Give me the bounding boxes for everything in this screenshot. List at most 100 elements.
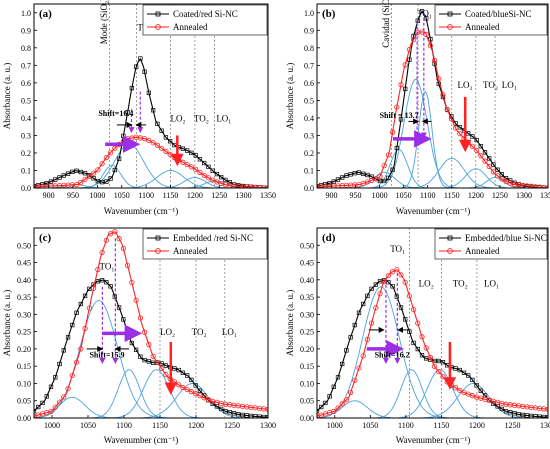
- y-axis-title: Absorbance (a. u.): [285, 290, 295, 356]
- data-point: [419, 8, 425, 14]
- y-tick-label: 0.00: [300, 414, 314, 423]
- x-tick-label: 1000: [44, 421, 60, 430]
- data-point: [180, 146, 186, 151]
- data-point: [486, 163, 492, 170]
- data-point: [377, 178, 383, 184]
- data-point: [82, 171, 88, 176]
- y-tick-label: 0.6: [304, 79, 314, 88]
- data-point: [99, 278, 105, 283]
- annotation-label: TO₂: [453, 279, 468, 289]
- annealed-series-line: [34, 136, 268, 188]
- fit-component-curve: [34, 143, 268, 188]
- y-tick-label: 0.20: [17, 345, 31, 354]
- y-tick-label: 0.5: [21, 96, 31, 105]
- data-point: [74, 310, 79, 315]
- data-point: [61, 173, 66, 178]
- data-point: [470, 134, 475, 139]
- data-point: [448, 116, 454, 122]
- data-point: [491, 162, 496, 167]
- fit-component-curve: [317, 369, 548, 418]
- data-point: [419, 334, 425, 340]
- legend-marker: [155, 248, 161, 254]
- y-tick-label: 0.15: [300, 362, 314, 371]
- data-point: [214, 171, 220, 177]
- x-tick-label: 1300: [260, 421, 276, 430]
- data-point: [65, 171, 71, 176]
- data-point: [331, 408, 337, 414]
- data-point: [368, 320, 375, 326]
- data-point: [385, 272, 391, 279]
- y-tick-label: 0.00: [17, 414, 31, 423]
- data-point: [494, 173, 501, 179]
- x-axis-title: Wavenumber (cm⁻¹): [396, 435, 470, 445]
- data-point: [201, 172, 207, 179]
- annotation-label: TO₂: [192, 327, 207, 337]
- data-point: [210, 168, 215, 173]
- data-point: [410, 37, 417, 43]
- data-point: [154, 359, 160, 366]
- data-point: [95, 178, 100, 184]
- data-point: [78, 301, 83, 307]
- x-tick-label: 1000: [327, 421, 343, 430]
- chart-panel: TO₁ LO₂ TO₂ LO₁ Shift=15.9 1000 1050 1100 1150 12…: [2, 227, 276, 445]
- data-point: [53, 375, 58, 380]
- data-point: [319, 404, 324, 410]
- y-tick-label: 0.20: [300, 345, 314, 354]
- data-point: [125, 262, 131, 269]
- fit-component-curve: [317, 90, 548, 188]
- data-point: [427, 354, 433, 360]
- x-tick-label: 1200: [187, 191, 203, 200]
- data-point: [403, 317, 408, 322]
- data-point: [108, 284, 113, 289]
- panel-label: (c): [39, 232, 52, 244]
- data-point: [150, 140, 156, 146]
- y-axis-title: Absorbance (a. u.): [2, 290, 12, 356]
- data-point: [373, 305, 379, 311]
- data-point: [352, 170, 357, 176]
- data-point: [197, 388, 203, 393]
- data-point: [398, 272, 404, 278]
- data-point: [356, 365, 362, 371]
- data-point: [381, 163, 387, 169]
- data-point: [138, 354, 143, 359]
- data-point: [327, 181, 332, 186]
- data-point: [36, 404, 41, 410]
- data-point: [343, 397, 349, 403]
- fit-component-curve: [34, 383, 268, 418]
- data-point: [361, 301, 366, 307]
- data-point: [116, 305, 122, 310]
- annotation-label: Shift=15.9: [89, 351, 124, 360]
- data-point: [394, 267, 400, 273]
- panel-label: (a): [39, 8, 52, 20]
- legend-box: [142, 228, 268, 260]
- x-tick-label: 1150: [163, 191, 179, 200]
- data-point: [373, 282, 378, 287]
- data-point: [419, 353, 425, 358]
- data-point: [398, 117, 404, 122]
- fit-component-curve: [34, 170, 268, 188]
- data-point: [74, 168, 79, 173]
- x-tick-label: 1050: [396, 191, 412, 200]
- data-point: [436, 358, 441, 364]
- data-point: [206, 164, 211, 170]
- data-point: [411, 340, 416, 346]
- data-point: [240, 412, 245, 418]
- data-point: [184, 161, 190, 168]
- annealed-series-line: [34, 231, 268, 417]
- data-point: [82, 325, 88, 332]
- data-point: [478, 388, 483, 393]
- x-tick-label: 1050: [114, 191, 130, 200]
- data-point: [116, 236, 122, 242]
- data-point: [236, 412, 241, 417]
- annotation-label: LO₁: [216, 113, 231, 123]
- legend-box: [434, 228, 548, 260]
- data-point: [99, 179, 105, 185]
- y-tick-label: 0.3: [304, 131, 314, 140]
- data-point: [499, 406, 504, 412]
- data-point: [99, 249, 105, 256]
- data-point: [57, 361, 62, 367]
- data-point: [78, 179, 84, 185]
- legend-label: Embedded /red Si-NC: [173, 233, 253, 243]
- data-point: [385, 152, 391, 158]
- data-point: [478, 144, 483, 149]
